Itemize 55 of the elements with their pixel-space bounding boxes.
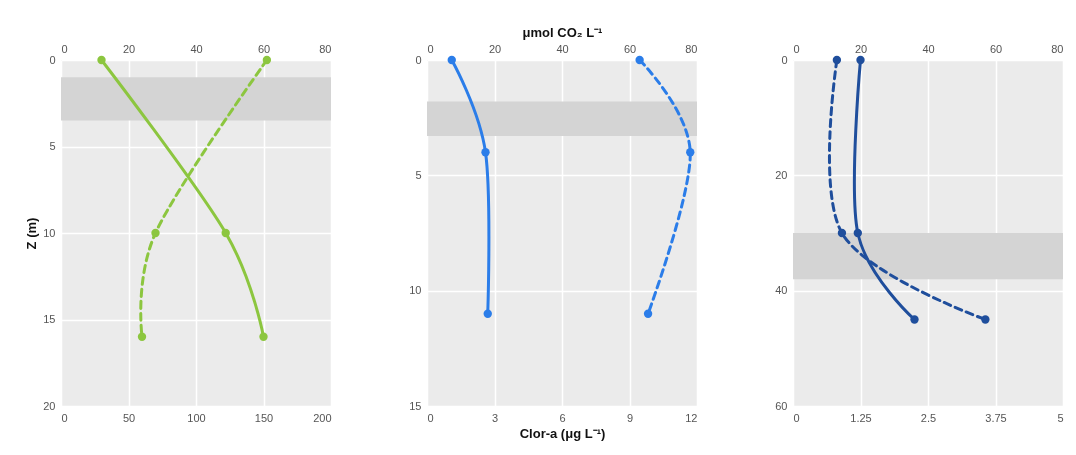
point [910, 315, 919, 324]
x2-tick-label: 80 [1051, 42, 1064, 55]
x-tick-label: 200 [313, 411, 332, 424]
point [447, 55, 456, 65]
x-tick-label: 50 [122, 411, 136, 424]
point [853, 228, 862, 238]
x2-tick-label: 60 [623, 42, 637, 55]
x-tick-label: 6 [559, 411, 566, 424]
x2-tick-label: 40 [922, 42, 935, 55]
y-tick-label: 15 [409, 399, 422, 412]
y-tick-label: 0 [415, 53, 422, 66]
x-axis-title: Clor-a (μg L⁻¹) [519, 425, 606, 441]
y-tick-label: 40 [775, 284, 788, 297]
point [483, 309, 492, 318]
x2-tick-label: 0 [61, 42, 68, 55]
x-tick-label: 3 [491, 411, 499, 424]
x-tick-label: 150 [254, 411, 274, 424]
y-tick-label: 0 [49, 53, 56, 66]
y-tick-label: 5 [415, 168, 422, 181]
y-tick-label: 15 [43, 313, 56, 325]
x-tick-label: 2.5 [920, 411, 937, 424]
y-tick-label: 5 [49, 140, 56, 152]
y-tick-label: 10 [409, 284, 422, 297]
point [259, 332, 268, 341]
x2-axis-title: μmol CO₂ L⁻¹ [522, 24, 603, 40]
y-tick-label: 60 [775, 399, 788, 412]
x2-tick-label: 20 [854, 42, 868, 55]
y-tick-label: 20 [775, 168, 788, 181]
x2-tick-label: 0 [793, 42, 800, 55]
x2-tick-label: 60 [257, 42, 271, 55]
point [481, 148, 490, 157]
x-tick-label: 12 [685, 411, 698, 424]
x2-tick-label: 20 [488, 42, 502, 55]
point [221, 228, 230, 238]
y-tick-label: 20 [43, 399, 56, 412]
x2-tick-label: 80 [319, 42, 332, 55]
x2-tick-label: 20 [122, 42, 136, 55]
x2-tick-label: 60 [989, 42, 1003, 55]
x-tick-label: 0 [61, 411, 68, 424]
x2-tick-label: 0 [427, 42, 434, 55]
y-tick-label: 10 [43, 226, 56, 239]
point [97, 55, 106, 65]
point [856, 55, 865, 65]
x-tick-label: 3.75 [985, 411, 1007, 424]
x-tick-label: 1.25 [850, 411, 872, 424]
x-tick-label: 5 [1057, 411, 1064, 424]
x-tick-label: 0 [427, 411, 434, 424]
x-tick-label: 100 [187, 411, 206, 424]
x2-tick-label: 80 [685, 42, 698, 55]
x2-tick-label: 40 [190, 42, 203, 55]
y-tick-label: 0 [781, 53, 788, 66]
x-tick-label: 9 [626, 411, 634, 424]
x2-tick-label: 40 [556, 42, 569, 55]
x-tick-label: 0 [793, 411, 800, 424]
y-axis-title: Z (m) [24, 217, 40, 250]
